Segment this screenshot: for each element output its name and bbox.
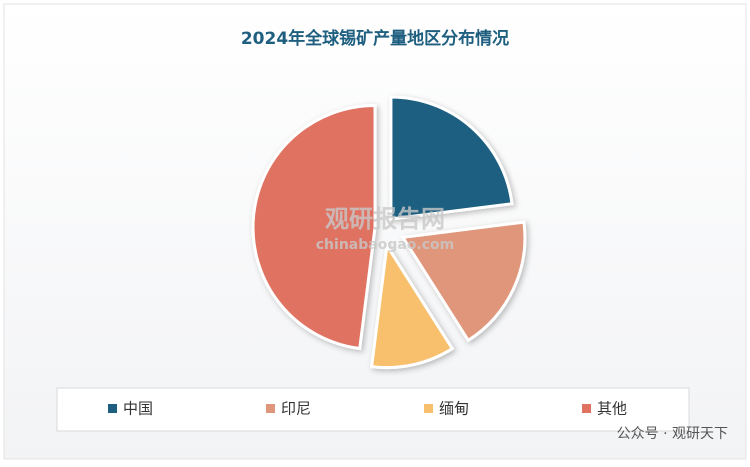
pie-slice	[400, 220, 527, 343]
pie-slice	[369, 241, 455, 370]
legend-swatch	[582, 404, 591, 413]
legend-swatch	[266, 404, 275, 413]
pie	[251, 95, 527, 370]
legend-label: 缅甸	[439, 400, 469, 418]
pie-slice	[251, 103, 377, 351]
legend-label: 中国	[123, 400, 153, 418]
watermark-name: 观研报告网	[325, 205, 445, 233]
watermark-url: chinabaogao.com	[316, 237, 454, 253]
legend-label: 其他	[597, 400, 627, 418]
legend-swatch	[108, 404, 117, 413]
legend-label: 印尼	[281, 400, 311, 418]
chart-title: 2024年全球锡矿产量地区分布情况	[241, 28, 509, 49]
pie-slice	[389, 95, 514, 221]
footer-text: 公众号 · 观研天下	[617, 426, 728, 442]
legend-swatch	[424, 404, 433, 413]
